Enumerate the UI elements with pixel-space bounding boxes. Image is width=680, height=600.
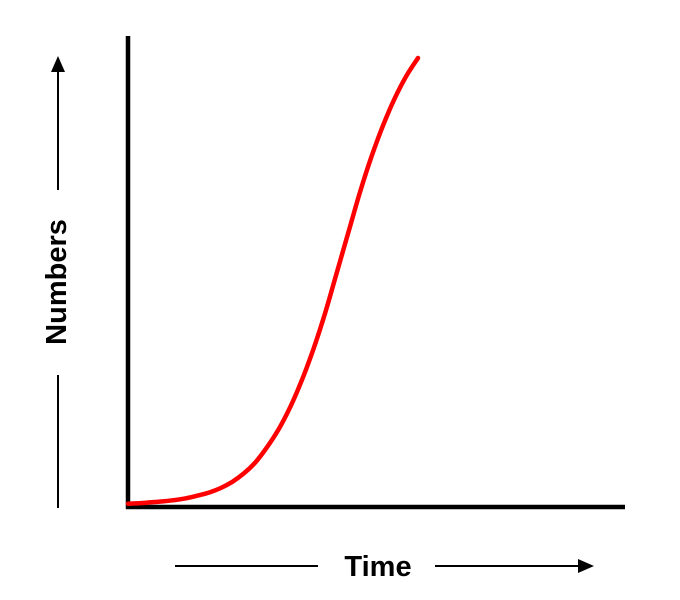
y-axis-label: Numbers: [41, 219, 73, 345]
x-arrow-head: [578, 559, 594, 573]
y-arrow-head: [51, 56, 65, 72]
growth-curve: [125, 55, 421, 506]
x-axis-label: Time: [344, 551, 411, 583]
